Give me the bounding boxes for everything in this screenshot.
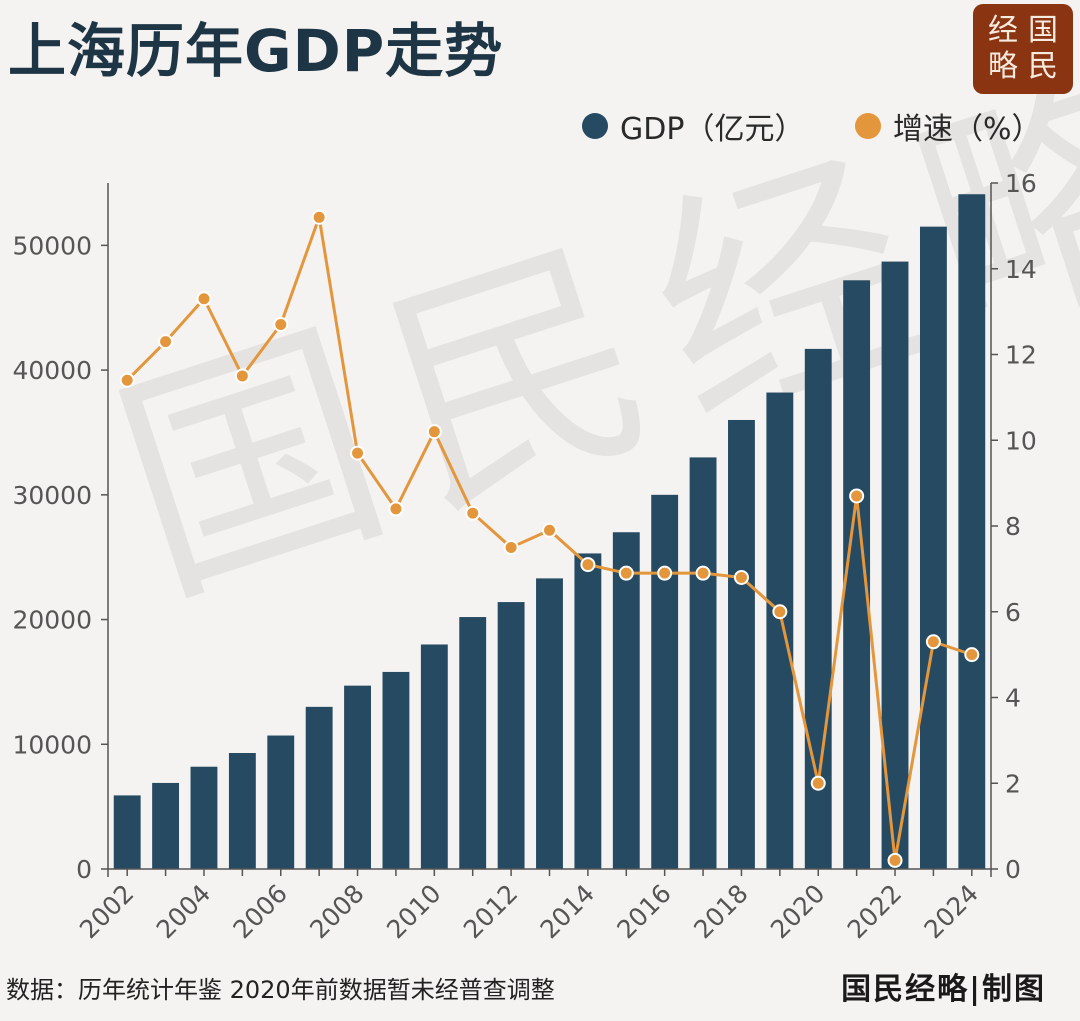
x-tick-label-2006: 2006 — [228, 879, 293, 944]
gdp-bar-2006 — [267, 735, 295, 869]
growth-point-2018 — [733, 569, 749, 585]
growth-point-2014 — [580, 557, 596, 573]
gdp-bar-2007 — [305, 706, 333, 869]
footer-credit: 国民经略|制图 — [841, 972, 1046, 1007]
x-tick-label-2020: 2020 — [765, 879, 830, 944]
growth-point-2013 — [542, 522, 557, 538]
growth-point-2021 — [849, 488, 865, 504]
gdp-bar-2013 — [536, 578, 563, 869]
growth-point-2019 — [772, 604, 788, 620]
chart-axes — [101, 182, 998, 877]
right-tick-label-2: 2 — [1005, 769, 1021, 798]
gdp-bar-2023 — [919, 226, 947, 869]
growth-line-layer — [119, 209, 980, 868]
legend-gdp-label: GDP（亿元） — [620, 112, 805, 147]
right-tick-label-6: 6 — [1005, 598, 1021, 627]
growth-point-2024 — [964, 647, 980, 663]
right-tick-label-8: 8 — [1005, 512, 1021, 541]
growth-point-2022 — [887, 852, 903, 868]
growth-point-2008 — [350, 445, 366, 461]
gdp-bar-2009 — [382, 671, 410, 869]
x-tick-label-2016: 2016 — [611, 879, 676, 944]
left-tick-label-40000: 40000 — [12, 356, 92, 385]
gdp-bar-2004 — [190, 766, 218, 869]
growth-point-2010 — [426, 424, 442, 440]
x-tick-label-2014: 2014 — [535, 879, 600, 944]
legend-growth-dot-icon — [855, 113, 881, 139]
legend-growth-label: 增速（%） — [893, 112, 1042, 147]
right-tick-label-14: 14 — [1005, 255, 1037, 284]
left-tick-label-50000: 50000 — [12, 231, 92, 260]
growth-point-2004 — [196, 291, 212, 307]
gdp-bar-2003 — [152, 782, 180, 869]
x-tick-label-2002: 2002 — [74, 879, 139, 944]
brand-logo: 经国 略民 — [973, 4, 1073, 94]
x-tick-label-2004: 2004 — [151, 879, 216, 944]
x-tick-label-2012: 2012 — [458, 879, 523, 944]
growth-point-2017 — [695, 565, 711, 581]
left-tick-label-30000: 30000 — [12, 481, 92, 510]
gdp-bar-2008 — [344, 685, 371, 869]
growth-point-2011 — [465, 505, 481, 521]
gdp-bar-2018 — [728, 419, 755, 869]
right-tick-label-10: 10 — [1005, 426, 1037, 455]
x-tick-label-2024: 2024 — [919, 879, 984, 944]
gdp-bar-2011 — [459, 617, 487, 869]
growth-point-2006 — [273, 316, 289, 332]
growth-point-2012 — [503, 539, 519, 555]
chart-title: 上海历年GDP走势 — [8, 17, 504, 85]
left-tick-label-20000: 20000 — [12, 606, 92, 635]
left-tick-label-10000: 10000 — [12, 730, 92, 759]
growth-point-2023 — [925, 634, 941, 650]
legend-item-growth: 增速（%） — [855, 104, 1042, 148]
growth-point-2003 — [158, 334, 174, 350]
left-tick-label-0: 0 — [76, 855, 92, 884]
gdp-bar-2024 — [958, 194, 986, 870]
gdp-bar-2010 — [420, 644, 448, 869]
x-tick-label-2008: 2008 — [304, 879, 369, 944]
right-tick-label-12: 12 — [1005, 341, 1037, 370]
gdp-bar-2020 — [804, 348, 832, 869]
growth-point-2020 — [810, 775, 826, 791]
growth-point-2016 — [657, 565, 673, 581]
x-tick-label-2022: 2022 — [842, 879, 907, 944]
growth-point-2002 — [119, 372, 135, 388]
x-tick-label-2010: 2010 — [381, 879, 446, 944]
gdp-bar-2016 — [651, 494, 679, 869]
right-tick-label-16: 16 — [1005, 169, 1037, 198]
logo-line-1: 经国 — [988, 13, 1068, 48]
legend-gdp-dot-icon — [582, 113, 608, 139]
logo-line-2: 略民 — [988, 49, 1068, 84]
footer-source: 数据：历年统计年鉴 2020年前数据暂未经普查调整 — [6, 976, 555, 1004]
legend-item-gdp: GDP（亿元） — [582, 104, 804, 148]
gdp-bar-2017 — [689, 457, 717, 869]
gdp-bar-2005 — [228, 753, 256, 869]
x-tick-label-2018: 2018 — [688, 879, 753, 944]
gdp-bar-2014 — [574, 553, 602, 869]
gdp-bar-2002 — [113, 795, 141, 869]
gdp-bar-2012 — [497, 602, 525, 869]
right-tick-label-4: 4 — [1005, 684, 1021, 713]
right-tick-label-0: 0 — [1005, 855, 1021, 884]
growth-point-2015 — [618, 565, 634, 581]
gdp-bar-2019 — [766, 392, 794, 869]
growth-point-2009 — [388, 501, 404, 517]
growth-point-2007 — [311, 209, 327, 225]
gdp-bar-2015 — [612, 532, 640, 869]
growth-point-2005 — [234, 368, 250, 384]
